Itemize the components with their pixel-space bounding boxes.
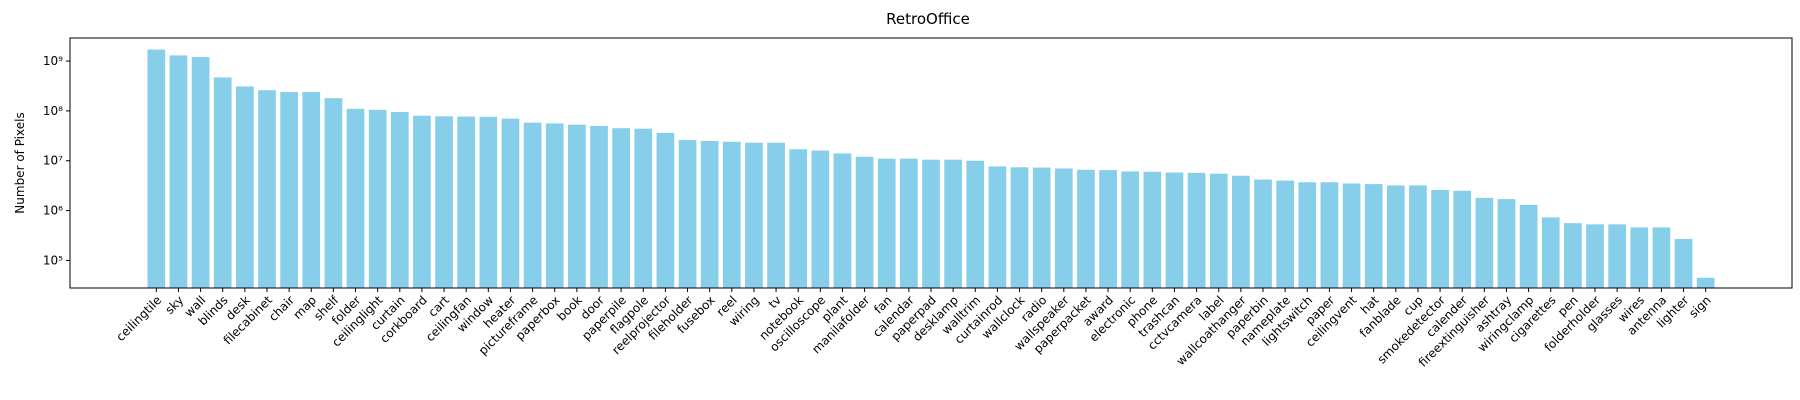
bar [501, 118, 520, 289]
bar [612, 128, 630, 288]
bar [1032, 167, 1051, 288]
bar [1696, 277, 1715, 288]
y-tick-label: 10⁸ [43, 104, 63, 118]
y-tick-label: 10⁷ [43, 154, 63, 168]
bar [1431, 189, 1449, 288]
bar [435, 116, 453, 288]
y-tick-label: 10⁶ [43, 204, 63, 218]
bar [169, 55, 188, 289]
bar [1564, 223, 1582, 288]
bar [368, 109, 387, 288]
bar [1209, 173, 1228, 288]
y-axis-label: Number of Pixels [13, 112, 27, 213]
bar [1165, 172, 1184, 288]
x-tick-label: sign [1686, 293, 1713, 320]
bar [1409, 185, 1427, 288]
bar [789, 149, 808, 288]
bar [700, 140, 719, 288]
bar [634, 128, 653, 288]
bar [1519, 204, 1538, 288]
bar [1608, 224, 1626, 288]
bar [390, 112, 409, 288]
bar [302, 91, 321, 288]
bar [722, 141, 741, 288]
bar [900, 158, 918, 288]
bar [656, 133, 675, 288]
bar [1630, 227, 1649, 288]
bar [988, 166, 1007, 288]
bar [568, 124, 586, 288]
y-tick-label: 10⁵ [43, 253, 63, 267]
bar [1364, 184, 1383, 288]
bar [966, 160, 985, 288]
y-tick-label: 10⁹ [43, 54, 63, 68]
bar [413, 115, 431, 288]
bar [944, 159, 962, 288]
bar [1298, 182, 1317, 288]
bar [1143, 171, 1162, 288]
bar [1674, 238, 1693, 288]
bar [811, 150, 830, 288]
bar [523, 122, 542, 288]
bar [833, 153, 852, 288]
bar [191, 57, 210, 288]
bar [346, 108, 365, 288]
bar [1586, 224, 1604, 288]
bar [745, 142, 763, 288]
bar [1453, 190, 1472, 288]
bar [1232, 175, 1250, 288]
bar [1652, 227, 1671, 288]
bar [545, 123, 564, 289]
bar [236, 86, 254, 288]
bar [678, 140, 697, 288]
chart-title: RetroOffice [886, 10, 970, 28]
plot-frame [69, 37, 1793, 289]
x-tick-label: sky [162, 293, 186, 317]
bar [1187, 172, 1206, 288]
bar [1099, 170, 1117, 288]
bar [1077, 169, 1095, 288]
bar [1497, 199, 1516, 288]
bar [1121, 171, 1140, 288]
bar [324, 98, 343, 288]
bar [855, 156, 874, 288]
x-tick-label: book [554, 293, 585, 324]
bar [479, 116, 498, 288]
bar [1475, 197, 1494, 288]
bar [767, 142, 785, 288]
bar [877, 158, 896, 288]
bar [1010, 167, 1029, 288]
bar [1054, 168, 1073, 288]
bar [213, 77, 232, 288]
bar [280, 91, 298, 288]
x-tick-label: ceilingtile [113, 293, 164, 344]
bar [1386, 185, 1405, 288]
bar [1276, 180, 1294, 288]
bar [1320, 182, 1339, 288]
bar [258, 90, 276, 288]
bar [1342, 183, 1361, 288]
bar [1541, 217, 1560, 288]
bar [457, 116, 476, 288]
bar [1254, 179, 1272, 288]
bar [922, 159, 940, 288]
bar [147, 49, 166, 289]
bar [590, 125, 608, 288]
